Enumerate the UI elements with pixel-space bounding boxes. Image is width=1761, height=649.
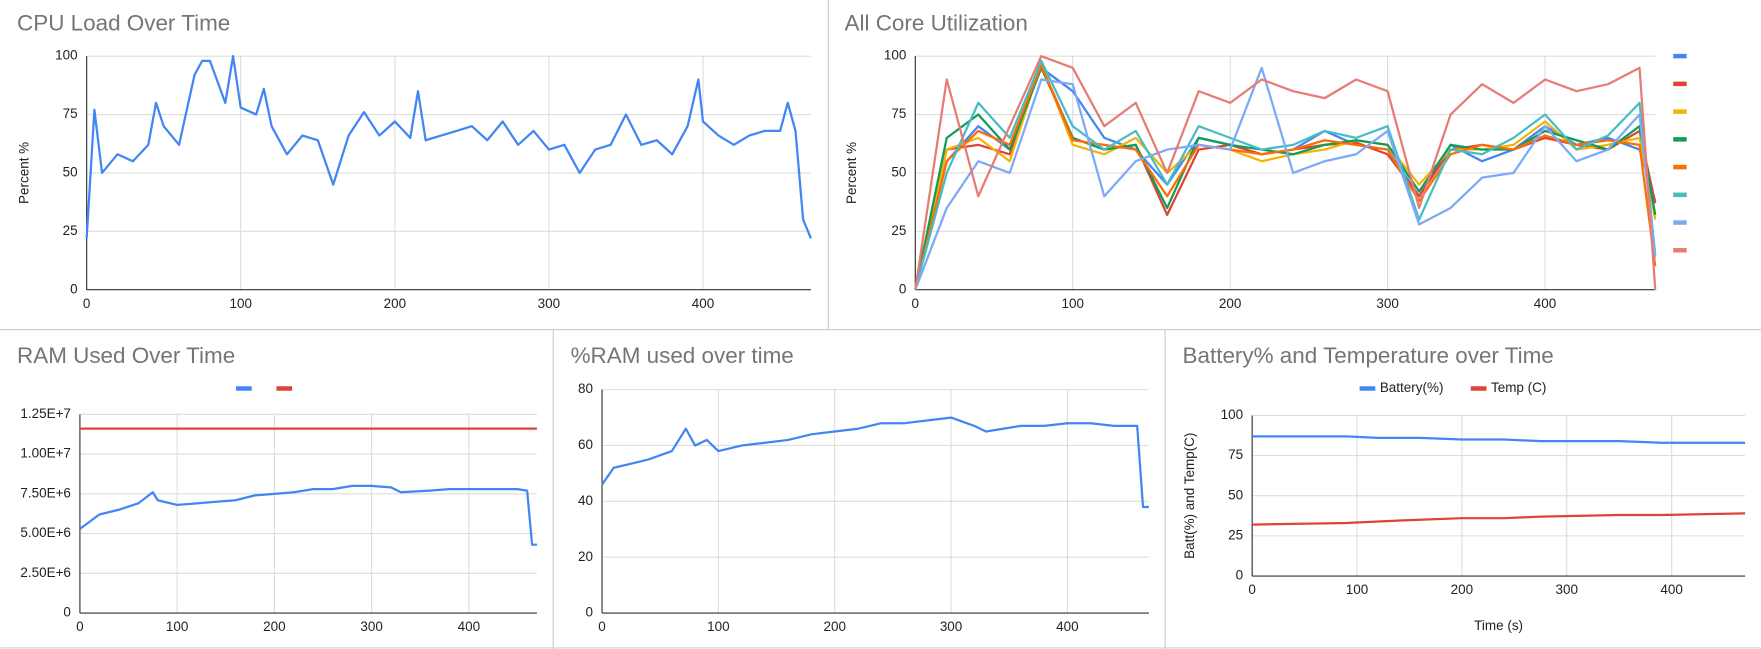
x-tick-label: 200 (384, 296, 406, 311)
x-tick-label: 300 (940, 619, 962, 634)
line-series (914, 59, 1657, 290)
legend-swatch (1673, 220, 1687, 225)
y-axis-title: Percent % (844, 142, 859, 204)
line-series (601, 416, 1149, 509)
x-tick-label: 100 (1346, 582, 1368, 597)
x-tick-label: 100 (707, 619, 729, 634)
x-tick-label: 300 (538, 296, 560, 311)
y-tick-label: 25 (1228, 527, 1243, 542)
y-tick-label: 100 (884, 48, 906, 63)
y-tick-label: 2.50E+6 (20, 565, 71, 580)
legend-swatch (1673, 248, 1687, 253)
legend-swatch (276, 386, 293, 391)
y-tick-label: 50 (1228, 487, 1243, 502)
y-tick-label: 0 (63, 605, 71, 620)
y-tick-label: 0 (1236, 568, 1244, 583)
legend-swatch (235, 386, 252, 391)
x-tick-label: 0 (83, 296, 90, 311)
y-tick-label: 0 (586, 605, 594, 620)
x-tick-label: 0 (76, 619, 84, 634)
chart-title: All Core Utilization (845, 11, 1028, 36)
x-tick-label: 400 (1534, 296, 1556, 311)
legend-swatch (1673, 164, 1687, 170)
x-tick-label: 200 (823, 619, 845, 634)
x-tick-label: 100 (1062, 296, 1084, 311)
x-tick-label: 200 (263, 619, 285, 634)
legend-swatch (1673, 109, 1687, 114)
x-tick-label: 200 (1219, 296, 1241, 311)
chart-title: RAM Used Over Time (17, 343, 235, 368)
legend-swatch (1673, 53, 1687, 59)
x-tick-label: 200 (1451, 582, 1473, 597)
y-tick-label: 50 (891, 164, 906, 179)
y-axis-title: Percent % (16, 142, 31, 204)
y-tick-label: 25 (63, 223, 78, 238)
legend-label: Battery(%) (1380, 380, 1444, 395)
legend-swatch (1673, 81, 1687, 87)
legend-swatch (1470, 386, 1487, 391)
y-tick-label: 0 (899, 281, 907, 296)
line-series (914, 66, 1657, 291)
y-tick-label: 7.50E+6 (20, 485, 71, 500)
x-tick-label: 100 (166, 619, 188, 634)
y-tick-label: 40 (578, 493, 593, 508)
x-tick-label: 0 (598, 619, 606, 634)
x-axis-title: Time (s) (1474, 618, 1523, 633)
chart-title: Battery% and Temperature over Time (1183, 343, 1554, 368)
line-series (914, 55, 1657, 290)
x-tick-label: 300 (360, 619, 382, 634)
legend-label: Temp (C) (1491, 380, 1546, 395)
y-tick-label: 80 (578, 381, 593, 396)
x-tick-label: 300 (1556, 582, 1578, 597)
y-tick-label: 0 (70, 281, 78, 296)
line-series (914, 64, 1657, 290)
y-tick-label: 25 (891, 223, 906, 238)
x-tick-label: 400 (1056, 619, 1078, 634)
y-tick-label: 5.00E+6 (20, 525, 71, 540)
chart-title: CPU Load Over Time (17, 11, 230, 36)
line-series (1252, 435, 1746, 444)
x-tick-label: 300 (1376, 296, 1398, 311)
x-tick-label: 400 (692, 296, 714, 311)
y-tick-label: 50 (63, 164, 78, 179)
legend-swatch (1359, 386, 1376, 391)
y-tick-label: 75 (63, 106, 78, 121)
y-tick-label: 75 (1228, 447, 1243, 462)
y-axis-title: Batt(%) and Temp(C) (1182, 433, 1197, 559)
y-tick-label: 60 (578, 437, 593, 452)
y-tick-label: 1.25E+7 (20, 406, 71, 421)
x-tick-label: 100 (230, 296, 252, 311)
y-tick-label: 20 (578, 549, 593, 564)
chart-title: %RAM used over time (571, 343, 794, 368)
x-tick-label: 0 (1248, 582, 1256, 597)
line-series (85, 55, 812, 239)
line-series (79, 484, 537, 546)
y-tick-label: 1.00E+7 (20, 446, 71, 461)
legend-swatch (1673, 137, 1687, 142)
y-tick-label: 100 (55, 48, 77, 63)
y-tick-label: 100 (1221, 407, 1243, 422)
legend-swatch (1673, 192, 1687, 198)
x-tick-label: 400 (458, 619, 480, 634)
x-tick-label: 0 (912, 296, 920, 311)
x-tick-label: 400 (1660, 582, 1682, 597)
line-series (1252, 512, 1746, 526)
y-tick-label: 75 (891, 106, 906, 121)
